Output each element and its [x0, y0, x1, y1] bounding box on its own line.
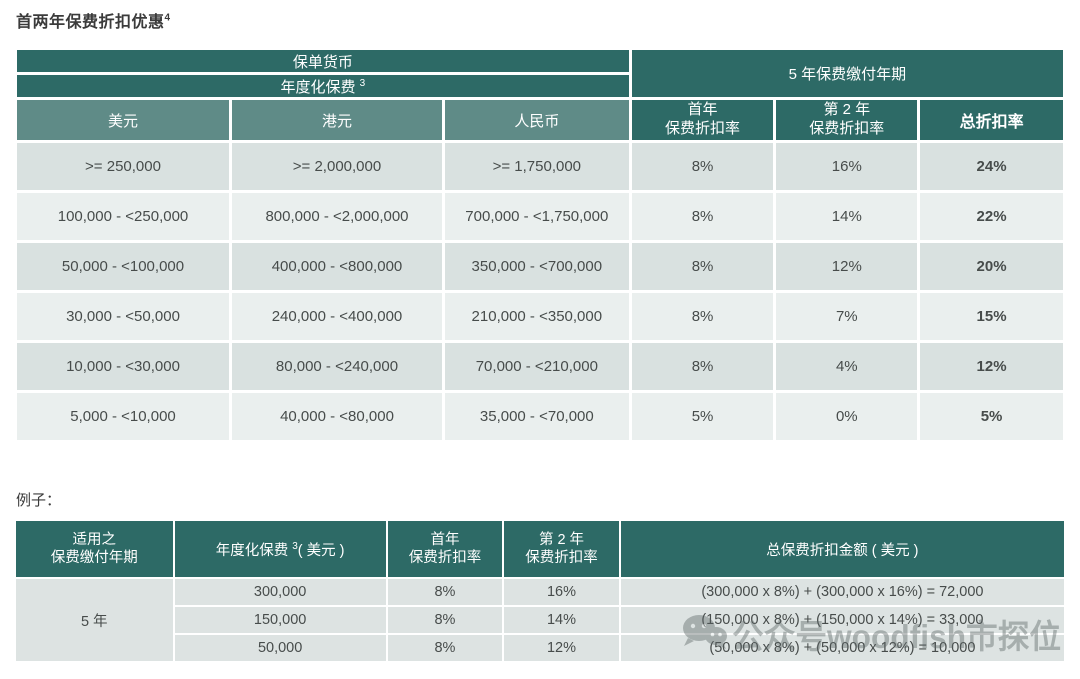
example-table: 适用之 保费缴付年期 年度化保费 3( 美元 ) 首年 保费折扣率 第 2 年 … [14, 519, 1067, 663]
first-year-rate-cell: 8% [385, 633, 505, 663]
premium-footnote-superscript: 3 [292, 540, 298, 552]
cny-range-cell: 210,000 - <350,000 [441, 290, 632, 343]
second-year-rate-cell: 4% [773, 340, 921, 393]
first-year-rate-cell: 8% [385, 605, 505, 635]
first-year-rate-cell: 8% [628, 340, 777, 393]
hkd-range-cell: >= 2,000,000 [229, 140, 445, 193]
second-year-rate-header: 第 2 年 保费折扣率 [502, 519, 621, 579]
total-rate-cell: 12% [917, 340, 1066, 393]
usd-range-cell: 5,000 - <10,000 [13, 390, 233, 443]
discount-formula-cell: (150,000 x 8%) + (150,000 x 14%) = 33,00… [618, 605, 1067, 635]
cny-range-cell: 350,000 - <700,000 [441, 240, 632, 293]
premium-discount-table: 保单货币 5 年保费缴付年期 年度化保费 3 美元 港元 人民币 首年 保费折扣… [13, 47, 1067, 443]
table-row: 10,000 - <30,000 80,000 - <240,000 70,00… [13, 340, 1066, 393]
usd-range-cell: 10,000 - <30,000 [13, 340, 233, 393]
second-year-rate-cell: 12% [773, 240, 921, 293]
page-title: 首两年保费折扣优惠4 [16, 8, 171, 32]
table-row: 50,000 - <100,000 400,000 - <800,000 350… [13, 240, 1066, 293]
premium-cell: 50,000 [172, 633, 388, 663]
second-year-rate-cell: 12% [502, 633, 621, 663]
annualized-premium-label: 年度化保费 [215, 542, 289, 559]
second-year-rate-cell: 14% [773, 190, 921, 243]
discount-formula-cell: (50,000 x 8%) + (50,000 x 12%) = 10,000 [618, 633, 1067, 663]
table-row: 5 年 300,000 8% 16% (300,000 x 8%) + (300… [14, 577, 1067, 663]
annualized-premium-label: 年度化保费 [280, 78, 356, 96]
hkd-range-cell: 800,000 - <2,000,000 [229, 190, 445, 243]
table-row: >= 250,000 >= 2,000,000 >= 1,750,000 8% … [13, 140, 1066, 193]
table-header-row: 年度化保费 3 [14, 72, 1065, 100]
total-rate-cell: 22% [917, 190, 1066, 243]
total-discount-amount-header: 总保费折扣金额 ( 美元 ) [618, 519, 1067, 579]
page-title-text: 首两年保费折扣优惠 [16, 14, 165, 31]
example-label: 例子： [16, 492, 62, 509]
payment-term-cell: 5 年 [14, 577, 175, 663]
first-year-rate-cell: 8% [628, 190, 777, 243]
cny-range-cell: 35,000 - <70,000 [441, 390, 632, 443]
hkd-range-cell: 400,000 - <800,000 [229, 240, 445, 293]
first-year-rate-cell: 5% [628, 390, 777, 443]
total-rate-cell: 20% [917, 240, 1066, 293]
total-rate-header: 总折扣率 [917, 97, 1066, 143]
currency-hkd-header: 港元 [229, 97, 445, 143]
usd-range-cell: 100,000 - <250,000 [13, 190, 233, 243]
table-row: 50,000 8% 12% (50,000 x 8%) + (50,000 x … [15, 633, 1067, 663]
hkd-range-cell: 40,000 - <80,000 [229, 390, 445, 443]
premium-cell: 150,000 [172, 605, 388, 635]
premium-footnote-superscript: 3 [359, 77, 366, 89]
table-row: 5,000 - <10,000 40,000 - <80,000 35,000 … [13, 390, 1066, 443]
table-subheader-row: 美元 港元 人民币 首年 保费折扣率 第 2 年 保费折扣率 总折扣率 [13, 97, 1066, 143]
second-year-rate-cell: 16% [502, 577, 621, 607]
usd-range-cell: >= 250,000 [13, 140, 233, 193]
total-rate-cell: 5% [917, 390, 1066, 443]
second-year-rate-cell: 16% [773, 140, 921, 193]
first-year-rate-cell: 8% [385, 577, 505, 607]
hkd-range-cell: 80,000 - <240,000 [229, 340, 445, 393]
first-year-rate-header: 首年 保费折扣率 [385, 519, 505, 579]
first-year-rate-cell: 8% [628, 240, 777, 293]
discount-formula-cell: (300,000 x 8%) + (300,000 x 16%) = 72,00… [618, 577, 1067, 607]
policy-currency-header: 保单货币 [14, 47, 632, 75]
hkd-range-cell: 240,000 - <400,000 [229, 290, 445, 343]
total-rate-cell: 15% [917, 290, 1066, 343]
total-rate-cell: 24% [917, 140, 1066, 193]
usd-range-cell: 30,000 - <50,000 [13, 290, 233, 343]
second-year-rate-cell: 0% [773, 390, 921, 443]
table-row: 100,000 - <250,000 800,000 - <2,000,000 … [13, 190, 1066, 243]
payment-term-header: 5 年保费缴付年期 [628, 47, 1067, 100]
usd-range-cell: 50,000 - <100,000 [13, 240, 233, 293]
first-year-rate-header: 首年 保费折扣率 [628, 97, 777, 143]
first-year-rate-cell: 8% [628, 290, 777, 343]
cny-range-cell: 70,000 - <210,000 [441, 340, 632, 393]
cny-range-cell: >= 1,750,000 [441, 140, 632, 193]
annualized-premium-header: 年度化保费 3 [14, 72, 632, 100]
table-row: 150,000 8% 14% (150,000 x 8%) + (150,000… [15, 605, 1067, 635]
premium-cell: 300,000 [172, 577, 388, 607]
annualized-premium-usd-header: 年度化保费 3( 美元 ) [172, 519, 388, 579]
second-year-rate-header: 第 2 年 保费折扣率 [773, 97, 921, 143]
currency-cny-header: 人民币 [441, 97, 632, 143]
second-year-rate-cell: 7% [773, 290, 921, 343]
table-header-row: 保单货币 5 年保费缴付年期 [14, 47, 1067, 100]
table-row: 30,000 - <50,000 240,000 - <400,000 210,… [13, 290, 1066, 343]
example-table-header-row: 适用之 保费缴付年期 年度化保费 3( 美元 ) 首年 保费折扣率 第 2 年 … [14, 519, 1067, 579]
currency-usd-header: 美元 [13, 97, 233, 143]
payment-term-header: 适用之 保费缴付年期 [14, 519, 175, 579]
cny-range-cell: 700,000 - <1,750,000 [441, 190, 632, 243]
premium-currency-suffix: ( 美元 ) [297, 542, 345, 559]
title-footnote-superscript: 4 [164, 12, 171, 24]
second-year-rate-cell: 14% [502, 605, 621, 635]
first-year-rate-cell: 8% [628, 140, 777, 193]
